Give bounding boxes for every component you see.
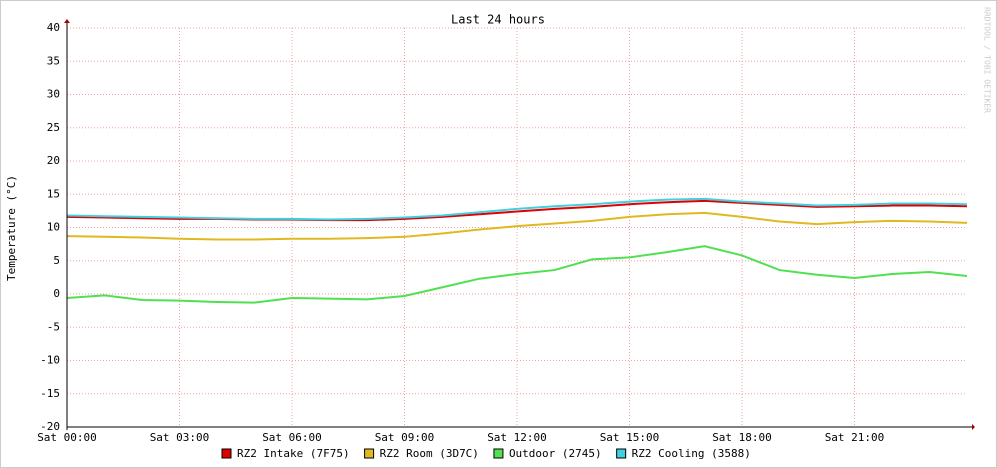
legend-label: RZ2 Intake (7F75) <box>237 447 350 460</box>
x-tick-label: Sat 15:00 <box>600 431 660 444</box>
y-tick-label: 10 <box>47 221 60 234</box>
y-tick-label: 35 <box>47 54 60 67</box>
y-tick-label: 40 <box>47 21 60 34</box>
x-tick-label: Sat 18:00 <box>712 431 772 444</box>
y-tick-label: -5 <box>47 320 60 333</box>
grid <box>66 27 967 428</box>
y-axis-label: Temperature (°C) <box>5 175 18 281</box>
y-tick-label: -20 <box>40 420 60 433</box>
legend-swatch <box>364 448 375 459</box>
plot <box>66 197 968 304</box>
x-tick-label: Sat 03:00 <box>150 431 210 444</box>
x-tick-label: Sat 06:00 <box>262 431 322 444</box>
y-tick-label: 0 <box>53 287 60 300</box>
x-tick-label: Sat 09:00 <box>375 431 435 444</box>
watermark: RRDTOOL / TOBI OETIKER <box>983 7 992 113</box>
y-tick-label: -10 <box>40 354 60 367</box>
legend-swatch <box>616 448 627 459</box>
y-tick-label: -15 <box>40 387 60 400</box>
x-arrow <box>972 424 975 430</box>
y-tick-label: 20 <box>47 154 60 167</box>
legend-label: RZ2 Cooling (3588) <box>632 447 751 460</box>
x-tick-label: Sat 12:00 <box>487 431 547 444</box>
series-line <box>66 211 968 241</box>
series-line <box>66 197 968 221</box>
y-tick-label: 5 <box>53 254 60 267</box>
chart-title: Last 24 hours <box>451 13 545 27</box>
x-tick-label: Sat 00:00 <box>37 431 97 444</box>
legend-label: Outdoor (2745) <box>509 447 602 460</box>
series-line <box>66 245 968 304</box>
legend-label: RZ2 Room (3D7C) <box>380 447 479 460</box>
y-tick-label: 30 <box>47 88 60 101</box>
legend: RZ2 Intake (7F75) RZ2 Room (3D7C) Outdoor … <box>221 447 751 460</box>
y-arrow <box>64 19 70 23</box>
legend-swatch <box>493 448 504 459</box>
x-tick-label: Sat 21:00 <box>825 431 885 444</box>
legend-swatch <box>221 448 232 459</box>
y-tick-label: 15 <box>47 187 60 200</box>
y-tick-label: 25 <box>47 121 60 134</box>
